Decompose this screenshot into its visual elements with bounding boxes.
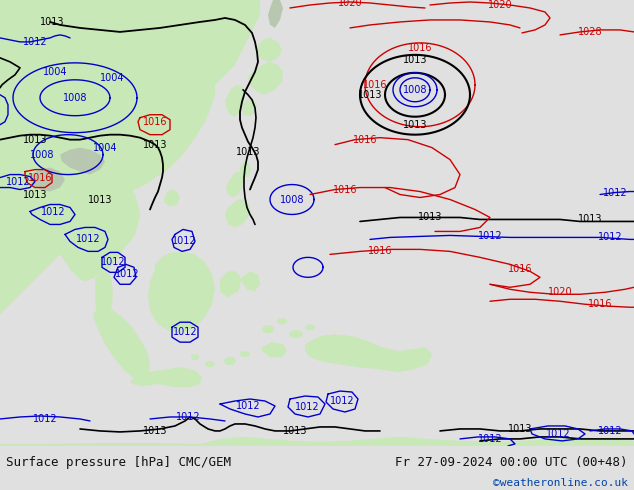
Polygon shape xyxy=(130,367,202,387)
Text: 1012: 1012 xyxy=(115,270,139,279)
Text: 1012: 1012 xyxy=(546,429,571,439)
Text: 1012: 1012 xyxy=(236,401,261,411)
Polygon shape xyxy=(224,357,236,365)
Text: 1012: 1012 xyxy=(101,257,126,268)
Polygon shape xyxy=(30,168,65,192)
Text: 1020: 1020 xyxy=(548,287,573,297)
Text: 1012: 1012 xyxy=(598,426,623,436)
Polygon shape xyxy=(60,147,105,174)
Text: 1012: 1012 xyxy=(75,234,100,245)
Polygon shape xyxy=(93,307,150,381)
Polygon shape xyxy=(220,271,242,297)
Text: 1020: 1020 xyxy=(488,0,512,10)
Polygon shape xyxy=(240,351,250,357)
Text: 1012: 1012 xyxy=(6,176,30,187)
Text: 1013: 1013 xyxy=(578,215,602,224)
Text: 1013: 1013 xyxy=(283,426,307,436)
Text: 1012: 1012 xyxy=(598,232,623,243)
Text: 1012: 1012 xyxy=(330,396,354,406)
Text: 1008: 1008 xyxy=(63,93,87,103)
Text: 1016: 1016 xyxy=(588,299,612,309)
Polygon shape xyxy=(305,334,432,372)
Text: 1004: 1004 xyxy=(93,143,117,153)
Text: 1013: 1013 xyxy=(143,426,167,436)
Text: 1016: 1016 xyxy=(28,172,52,183)
Polygon shape xyxy=(191,354,199,360)
Text: 1012: 1012 xyxy=(295,402,320,412)
Text: 1013: 1013 xyxy=(143,140,167,149)
Text: 1004: 1004 xyxy=(42,67,67,77)
Polygon shape xyxy=(277,318,287,324)
Text: 1016: 1016 xyxy=(408,43,432,53)
Polygon shape xyxy=(248,62,283,95)
Polygon shape xyxy=(0,85,215,314)
Text: 1008: 1008 xyxy=(30,149,55,160)
Text: 1012: 1012 xyxy=(603,188,627,197)
Text: 1016: 1016 xyxy=(363,80,387,90)
Polygon shape xyxy=(164,190,180,206)
Text: 1008: 1008 xyxy=(403,85,427,95)
Polygon shape xyxy=(289,330,303,338)
Text: 1016: 1016 xyxy=(508,264,533,274)
Polygon shape xyxy=(268,0,283,28)
Text: 1013: 1013 xyxy=(403,55,427,65)
Text: 1012: 1012 xyxy=(172,327,197,337)
Polygon shape xyxy=(148,251,215,332)
Polygon shape xyxy=(226,172,244,197)
Text: 1013: 1013 xyxy=(508,424,533,434)
Polygon shape xyxy=(242,100,257,117)
Text: 1013: 1013 xyxy=(40,17,64,27)
Polygon shape xyxy=(240,162,251,177)
Polygon shape xyxy=(225,199,250,227)
Text: 1016: 1016 xyxy=(333,185,357,195)
Polygon shape xyxy=(262,325,274,333)
Text: 1013: 1013 xyxy=(403,120,427,130)
Polygon shape xyxy=(205,361,215,367)
Polygon shape xyxy=(332,343,348,351)
Text: 1016: 1016 xyxy=(143,117,167,127)
Text: 1028: 1028 xyxy=(578,27,602,37)
Text: Surface pressure [hPa] CMC/GEM: Surface pressure [hPa] CMC/GEM xyxy=(6,456,231,469)
Text: Fr 27-09-2024 00:00 UTC (00+48): Fr 27-09-2024 00:00 UTC (00+48) xyxy=(395,456,628,469)
Polygon shape xyxy=(262,342,287,357)
Text: 1013: 1013 xyxy=(358,90,382,100)
Text: 1016: 1016 xyxy=(353,135,377,145)
Text: 1004: 1004 xyxy=(100,73,124,83)
Text: 1012: 1012 xyxy=(172,236,197,246)
Text: 1013: 1013 xyxy=(23,190,48,199)
Text: 1008: 1008 xyxy=(280,195,304,204)
Text: 1012: 1012 xyxy=(176,412,200,422)
Text: 1012: 1012 xyxy=(23,37,48,47)
Text: 1013: 1013 xyxy=(418,213,443,222)
Polygon shape xyxy=(50,182,140,281)
Polygon shape xyxy=(242,271,260,291)
Polygon shape xyxy=(0,437,634,446)
Text: 1020: 1020 xyxy=(338,0,362,8)
Text: 1012: 1012 xyxy=(477,434,502,444)
Text: 1013: 1013 xyxy=(236,147,260,157)
Polygon shape xyxy=(0,0,260,277)
Text: 1012: 1012 xyxy=(41,207,65,218)
Text: 1013: 1013 xyxy=(87,195,112,204)
Polygon shape xyxy=(225,85,245,117)
Polygon shape xyxy=(305,324,315,330)
Polygon shape xyxy=(95,271,113,331)
Polygon shape xyxy=(257,38,282,62)
Text: 1016: 1016 xyxy=(368,246,392,256)
Text: ©weatheronline.co.uk: ©weatheronline.co.uk xyxy=(493,478,628,489)
Text: 1012: 1012 xyxy=(477,231,502,242)
Text: 1013: 1013 xyxy=(23,135,48,145)
Polygon shape xyxy=(319,335,331,343)
Text: 1012: 1012 xyxy=(33,414,57,424)
